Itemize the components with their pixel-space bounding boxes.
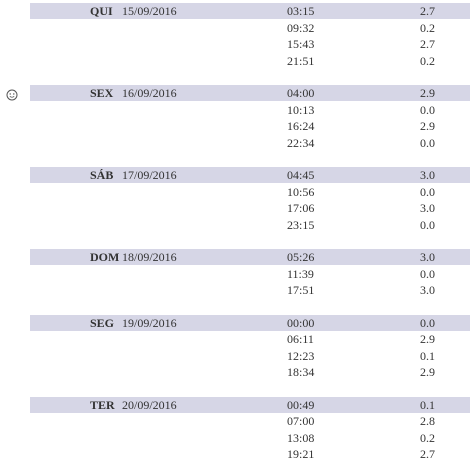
tide-height: 0.1 xyxy=(420,397,435,412)
day-name: TER xyxy=(90,397,115,412)
day-date: 19/09/2016 xyxy=(122,315,177,330)
smiley-icon[interactable] xyxy=(6,89,18,101)
tide-time: 23:15 xyxy=(287,217,315,232)
tide-time: 06:11 xyxy=(287,332,314,346)
day-date: 17/09/2016 xyxy=(122,168,177,182)
day-date: 15/09/2016 xyxy=(122,4,177,18)
tide-height: 2.7 xyxy=(420,447,435,461)
tide-height: 2.9 xyxy=(420,86,435,100)
day-date: 20/09/2016 xyxy=(122,397,177,412)
tide-time: 04:00 xyxy=(287,86,315,100)
tide-time: 17:51 xyxy=(287,283,315,297)
day-header-band xyxy=(30,3,470,19)
tide-time: 05:26 xyxy=(287,250,315,264)
tide-time: 21:51 xyxy=(287,53,315,68)
tide-height: 3.0 xyxy=(420,201,435,215)
tide-height: 0.2 xyxy=(420,53,435,68)
tide-height: 2.7 xyxy=(420,4,435,18)
day-name: DOM xyxy=(90,250,120,264)
day-header-band xyxy=(30,396,470,413)
day-name: SÁB xyxy=(90,168,114,182)
tide-height: 0.0 xyxy=(420,184,435,199)
tide-time: 00:00 xyxy=(287,315,315,330)
tide-height: 3.0 xyxy=(420,283,435,297)
tide-height: 0.0 xyxy=(420,102,435,117)
tide-height: 3.0 xyxy=(420,250,435,264)
tide-time: 15:43 xyxy=(287,37,315,51)
tide-time: 18:34 xyxy=(287,365,315,379)
tide-time: 12:23 xyxy=(287,348,315,363)
tide-time: 16:24 xyxy=(287,119,315,133)
day-header-band xyxy=(30,85,470,101)
tide-time: 03:15 xyxy=(287,4,315,18)
tide-height: 0.2 xyxy=(420,430,435,445)
day-header-band xyxy=(30,167,470,183)
day-date: 18/09/2016 xyxy=(122,250,177,264)
day-header-band xyxy=(30,314,470,331)
tide-time: 22:34 xyxy=(287,135,315,150)
day-name: SEX xyxy=(90,86,114,100)
tide-height: 0.0 xyxy=(420,217,435,232)
tide-height: 0.2 xyxy=(420,20,435,35)
day-name: SEG xyxy=(90,315,115,330)
tide-time: 13:08 xyxy=(287,430,315,445)
tide-time: 04:45 xyxy=(287,168,315,182)
day-name: QUI xyxy=(90,4,113,18)
day-header-band xyxy=(30,249,470,265)
tide-time: 19:21 xyxy=(287,447,315,461)
tide-height: 2.9 xyxy=(420,119,435,133)
tide-time: 17:06 xyxy=(287,201,315,215)
tide-time: 11:39 xyxy=(287,266,314,281)
tide-height: 0.0 xyxy=(420,266,435,281)
tide-time: 07:00 xyxy=(287,414,315,428)
tide-time: 10:13 xyxy=(287,102,315,117)
day-date: 16/09/2016 xyxy=(122,86,177,100)
tide-height: 0.0 xyxy=(420,135,435,150)
tide-height: 0.0 xyxy=(420,315,435,330)
tide-height: 2.9 xyxy=(420,332,435,346)
tide-time: 09:32 xyxy=(287,20,315,35)
tide-height: 0.1 xyxy=(420,348,435,363)
tide-height: 2.8 xyxy=(420,414,435,428)
tide-height: 2.9 xyxy=(420,365,435,379)
tide-time: 00:49 xyxy=(287,397,315,412)
tide-time: 10:56 xyxy=(287,184,315,199)
tide-height: 3.0 xyxy=(420,168,435,182)
tide-height: 2.7 xyxy=(420,37,435,51)
